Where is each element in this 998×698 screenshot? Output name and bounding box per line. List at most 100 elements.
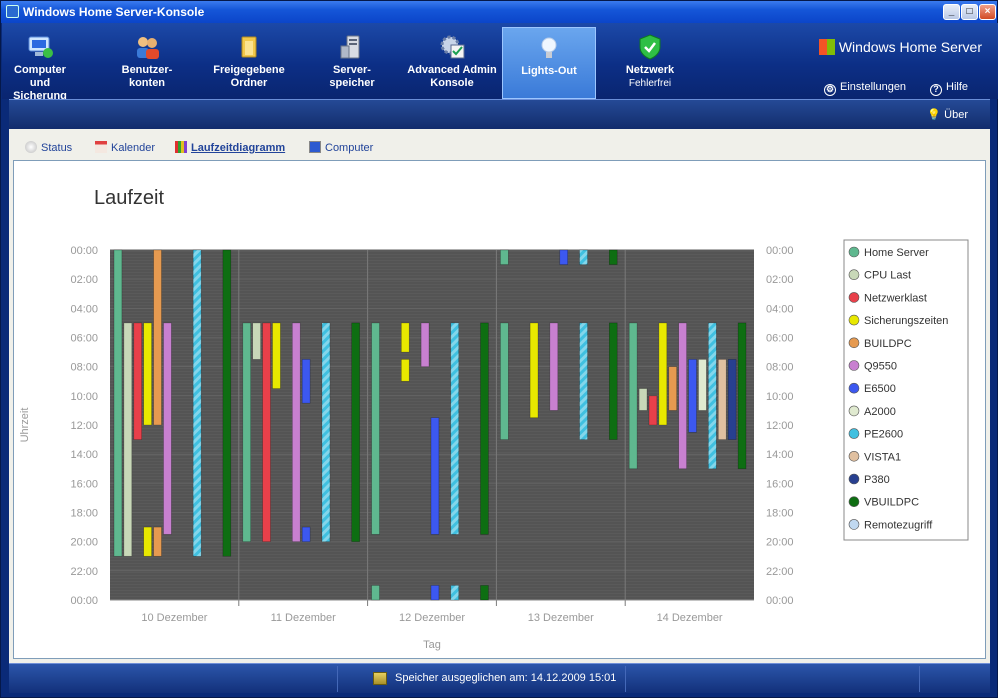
- status-icon: [25, 141, 37, 153]
- nav-network-status[interactable]: Netzwerk Fehlerfrei: [612, 27, 688, 99]
- legend-label: CPU Last: [864, 270, 911, 282]
- tab-runtime-chart[interactable]: Laufzeitdiagramm: [175, 141, 285, 154]
- bar-sicherungszeiten: [272, 322, 281, 389]
- about-link[interactable]: 💡 Über: [927, 108, 968, 121]
- y-tick-label-right: 08:00: [766, 362, 794, 374]
- bar-vista1: [717, 359, 727, 440]
- x-tick-label: 11 Dezember: [271, 612, 337, 624]
- nav-label: Freigegebene Ordner: [213, 64, 285, 89]
- bar-e6500: [301, 359, 311, 404]
- info-bulb-icon: 💡: [927, 109, 942, 121]
- bar-sicherungszeiten: [529, 322, 539, 419]
- bar-hatch: [579, 322, 588, 440]
- nav-lights-out[interactable]: Lights-Out: [502, 27, 596, 99]
- nav-label: Netzwerk: [625, 64, 675, 76]
- legend-label: Remotezugriff: [864, 519, 933, 531]
- bar-hatch: [450, 322, 459, 535]
- bar-vbuildpc: [351, 322, 360, 542]
- legend-label: E6500: [864, 383, 896, 395]
- windows-flag-icon: [818, 39, 835, 55]
- main-panel: Status Kalender Laufzeitdiagramm Compute…: [9, 129, 990, 663]
- bar-e6500: [559, 249, 568, 265]
- tab-computer[interactable]: Computer: [309, 141, 373, 154]
- x-axis-title: Tag: [423, 639, 441, 651]
- legend-swatch: [848, 292, 860, 303]
- legend-label: Netzwerklast: [864, 292, 927, 304]
- bar-hatch: [450, 585, 459, 600]
- y-tick-label: 04:00: [70, 303, 98, 315]
- settings-link[interactable]: ⚙ Einstellungen: [824, 81, 906, 96]
- legend-swatch: [848, 337, 860, 349]
- legend-swatch: [848, 496, 860, 508]
- y-tick-label-right: 18:00: [766, 508, 794, 520]
- maximize-button[interactable]: □: [961, 4, 978, 20]
- close-button[interactable]: ×: [979, 4, 996, 20]
- y-tick-label: 16:00: [70, 478, 98, 490]
- tab-status[interactable]: Status: [25, 141, 72, 154]
- y-tick-label-right: 16:00: [766, 478, 794, 490]
- legend-swatch: [848, 360, 860, 371]
- nav-label: Server-speicher: [329, 64, 375, 89]
- bar-home-server: [500, 249, 509, 265]
- main-nav: Computer und Sicherung Benutzer-konten F…: [2, 23, 998, 102]
- about-label: Über: [944, 109, 968, 121]
- legend-swatch: [848, 451, 860, 462]
- bar-netzwerklast: [133, 322, 143, 440]
- bar-cpu-last: [252, 322, 261, 360]
- bar-e6500: [301, 526, 311, 542]
- bar-vbuildpc: [608, 322, 618, 440]
- title-bar[interactable]: Windows Home Server-Konsole _ □ ×: [1, 1, 997, 23]
- y-tick-label: 12:00: [70, 420, 98, 432]
- users-icon: [133, 33, 161, 61]
- settings-label: Einstellungen: [840, 81, 907, 93]
- nav-advanced-admin[interactable]: Advanced Admin Konsole: [404, 27, 500, 99]
- y-tick-label-right: 04:00: [766, 303, 794, 315]
- nav-user-accounts[interactable]: Benutzer-konten: [116, 27, 178, 99]
- tab-calendar[interactable]: Kalender: [95, 141, 155, 154]
- bar-netzwerklast: [262, 322, 271, 542]
- legend-swatch: [848, 269, 860, 281]
- legend-swatch: [848, 428, 860, 439]
- bar-home-server: [371, 585, 380, 601]
- help-link[interactable]: ? Hilfe: [930, 81, 968, 96]
- nav-label: Benutzer-konten: [121, 64, 173, 89]
- y-tick-label: 00:00: [70, 245, 98, 257]
- bar-vbuildpc: [737, 322, 747, 470]
- nav-shared-folders[interactable]: Freigegebene Ordner: [206, 27, 292, 99]
- y-tick-label-right: 06:00: [766, 333, 794, 345]
- y-tick-label: 14:00: [70, 449, 98, 461]
- bar-cpu-last: [638, 388, 648, 411]
- y-tick-label: 22:00: [70, 566, 98, 578]
- bar-vbuildpc: [480, 585, 489, 601]
- bar-a2000: [698, 359, 707, 411]
- legend-label: VBUILDPC: [864, 497, 919, 509]
- nav-computer-backup[interactable]: Computer und Sicherung: [4, 27, 76, 102]
- legend-swatch: [848, 314, 860, 326]
- bar-home-server: [242, 322, 252, 542]
- legend-label: PE2600: [864, 429, 903, 441]
- lightbulb-icon: [535, 34, 563, 62]
- help-label: Hilfe: [946, 81, 969, 93]
- x-tick-label: 12 Dezember: [399, 612, 465, 624]
- computer-icon: [309, 141, 321, 153]
- bar-home-server: [113, 249, 123, 557]
- storage-icon: [373, 672, 387, 685]
- runtime-chart: 00:00 00:00 02:00 02:00 04:00 04:00 06:00 06:00…: [19, 239, 969, 651]
- chart-area: Laufzeit 00:00 00:00 02:00 02:00 04:00 04:00 0…: [13, 160, 986, 659]
- window-title: Windows Home Server-Konsole: [23, 5, 205, 19]
- nav-server-storage[interactable]: Server-speicher: [320, 27, 384, 99]
- brand-logo: Windows Home Server: [818, 39, 982, 55]
- bar-cpu-last: [123, 322, 133, 557]
- bar-netzwerklast: [648, 395, 658, 426]
- y-tick-label: 18:00: [70, 508, 98, 520]
- nav-label: Computer und Sicherung: [13, 64, 67, 102]
- network-status-text: Fehlerfrei: [628, 78, 672, 89]
- bar-sicherungszeiten: [143, 322, 152, 426]
- tab-label: Laufzeitdiagramm: [191, 142, 286, 154]
- bar-hatch: [708, 322, 717, 469]
- minimize-button[interactable]: _: [943, 4, 960, 20]
- y-tick-label: 00:00: [70, 595, 98, 607]
- y-axis-title: Uhrzeit: [19, 408, 31, 443]
- legend-swatch: [848, 473, 860, 485]
- legend-swatch: [848, 405, 860, 417]
